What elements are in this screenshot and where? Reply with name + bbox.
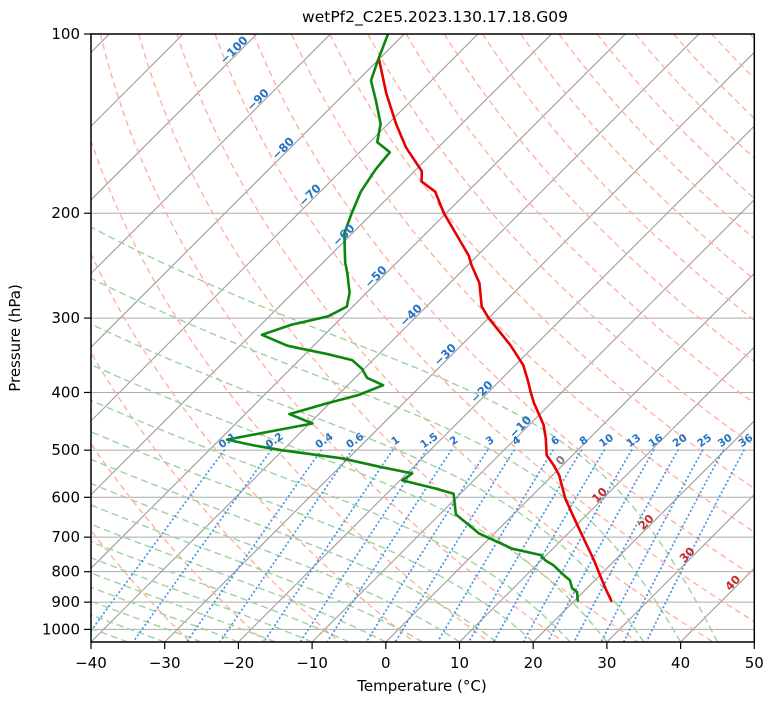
dry-adiabat-line xyxy=(62,34,489,642)
y-tick-label: 200 xyxy=(51,204,80,222)
dry-adiabat-line xyxy=(559,34,775,642)
isotherm-label: −50 xyxy=(362,263,390,291)
x-tick-label: −30 xyxy=(149,654,181,672)
y-axis-label: Pressure (hPa) xyxy=(6,284,24,392)
y-tick-label: 500 xyxy=(51,441,80,459)
mixing-ratio-line xyxy=(133,450,271,642)
isotherm-label: 40 xyxy=(722,572,743,593)
sounding-curves xyxy=(227,34,611,601)
x-tick-label: −10 xyxy=(296,654,328,672)
plot-background xyxy=(0,34,775,642)
isotherm-label: −20 xyxy=(468,378,496,406)
mixing-ratio-label: 0.6 xyxy=(344,431,366,452)
isotherm-label: −90 xyxy=(244,86,272,114)
isotherm-label: 30 xyxy=(676,544,697,565)
dry-adiabat-line xyxy=(0,34,339,642)
isotherm-line xyxy=(681,34,775,642)
x-tick-label: 0 xyxy=(381,654,391,672)
dry-adiabat-line xyxy=(368,34,775,642)
chart-title: wetPf2_C2E5.2023.130.17.18.G09 xyxy=(302,8,568,27)
y-tick-label: 300 xyxy=(51,309,80,327)
mixing-ratio-label: 0.1 xyxy=(217,431,239,452)
mixing-ratio-line xyxy=(646,450,744,642)
mixing-ratio-line xyxy=(469,450,582,642)
x-tick-label: 10 xyxy=(450,654,469,672)
y-tick-label: 100 xyxy=(51,25,80,43)
isotherm-line xyxy=(0,34,404,642)
mixing-ratio-label: 3 xyxy=(484,434,497,448)
mixing-ratio-label: 16 xyxy=(646,432,665,450)
y-tick-label: 700 xyxy=(51,528,80,546)
temperature-curve xyxy=(379,60,611,601)
dry-adiabat-line xyxy=(253,34,775,642)
isotherm-line xyxy=(754,34,775,642)
y-tick-label: 1000 xyxy=(42,620,80,638)
y-tick-label: 600 xyxy=(51,488,80,506)
dry-adiabat-line xyxy=(101,34,564,642)
isotherm-label: 20 xyxy=(635,511,656,532)
mixing-ratio-line xyxy=(366,450,487,642)
isotherm-label: −100 xyxy=(217,33,251,67)
dry-adiabat-line xyxy=(24,34,414,642)
y-tick-label: 800 xyxy=(51,563,80,581)
x-axis-label: Temperature (°C) xyxy=(356,677,486,695)
x-tick-label: 20 xyxy=(524,654,543,672)
dry-adiabat-line xyxy=(712,34,775,642)
isotherm-line xyxy=(91,34,699,642)
mixing-ratio-label: 0.4 xyxy=(313,431,335,452)
mixing-ratio-label: 1 xyxy=(389,434,402,448)
x-tick-label: 40 xyxy=(671,654,690,672)
x-tick-label: 30 xyxy=(597,654,616,672)
moist-adiabat-line xyxy=(0,34,238,642)
isotherm-line xyxy=(17,34,625,642)
mixing-ratio-line xyxy=(83,450,225,642)
moist-adiabat-line xyxy=(0,34,570,642)
mixing-ratio-label: 1.5 xyxy=(418,431,440,452)
mixing-ratio-label: 4 xyxy=(510,434,523,448)
dry-adiabat-line xyxy=(0,34,265,642)
isotherm-label: −60 xyxy=(329,221,357,249)
mixing-ratio-label: 20 xyxy=(671,432,690,450)
x-tick-label: −20 xyxy=(223,654,255,672)
dry-adiabat-line xyxy=(292,34,775,642)
isotherm-label: −80 xyxy=(269,134,297,162)
mixing-ratio-label: 2 xyxy=(448,434,461,448)
y-tick-label: 900 xyxy=(51,593,80,611)
mixing-ratio-label: 8 xyxy=(577,434,590,448)
isotherm-label: 10 xyxy=(589,484,610,505)
mixing-ratio-label: 25 xyxy=(695,432,714,450)
isotherm-line xyxy=(238,34,775,642)
moist-adiabat-line xyxy=(0,34,165,642)
isotherm-line xyxy=(533,34,775,642)
mixing-ratio-line xyxy=(327,450,451,642)
x-tick-label: −40 xyxy=(75,654,107,672)
x-tick-label: 50 xyxy=(745,654,764,672)
isotherm-label: −10 xyxy=(506,413,534,441)
isotherm-label: −30 xyxy=(431,341,459,369)
mixing-ratio-label: 30 xyxy=(716,432,735,450)
moist-adiabat-line xyxy=(0,34,275,642)
mixing-ratio-label: 13 xyxy=(624,432,643,450)
isotherm-label: −40 xyxy=(397,301,425,329)
axes: 1002003004005006007008009001000−40−30−20… xyxy=(42,25,764,672)
mixing-ratio-label: 10 xyxy=(597,432,616,450)
y-tick-label: 400 xyxy=(51,383,80,401)
dry-adiabat-line xyxy=(444,34,775,642)
